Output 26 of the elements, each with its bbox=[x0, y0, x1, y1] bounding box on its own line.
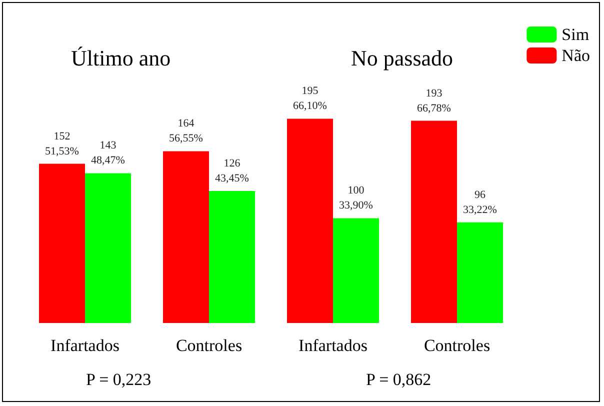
data-label: 193 66,78% bbox=[417, 87, 451, 114]
x-tick-label: Infartados bbox=[50, 336, 120, 355]
bar bbox=[457, 222, 503, 323]
text: Último ano bbox=[71, 46, 171, 70]
data-label: 100 33,90% bbox=[339, 184, 373, 212]
text: P = 0,862 bbox=[366, 370, 432, 389]
x-tick-label: Controles bbox=[424, 336, 490, 355]
bar bbox=[287, 118, 333, 323]
bar bbox=[209, 191, 255, 323]
data-label: 152 51,53% bbox=[45, 130, 79, 158]
data-label: 96 33,22% bbox=[463, 188, 497, 216]
bar bbox=[163, 151, 209, 323]
legend-label: Não bbox=[562, 46, 590, 65]
data-label: 164 56,55% bbox=[169, 118, 203, 145]
bar bbox=[333, 218, 379, 323]
bar bbox=[411, 120, 457, 323]
bar bbox=[39, 164, 85, 323]
bar bbox=[85, 173, 131, 323]
text: No passado bbox=[351, 46, 454, 70]
x-tick-label: Controles bbox=[176, 336, 242, 355]
data-label: 143 48,47% bbox=[91, 140, 125, 167]
data-label: 126 43,45% bbox=[215, 158, 249, 184]
x-tick-label: Infartados bbox=[298, 336, 368, 355]
data-label: 195 66,10% bbox=[293, 85, 327, 112]
legend-label: Sim bbox=[562, 25, 590, 44]
text: P = 0,223 bbox=[86, 370, 152, 389]
